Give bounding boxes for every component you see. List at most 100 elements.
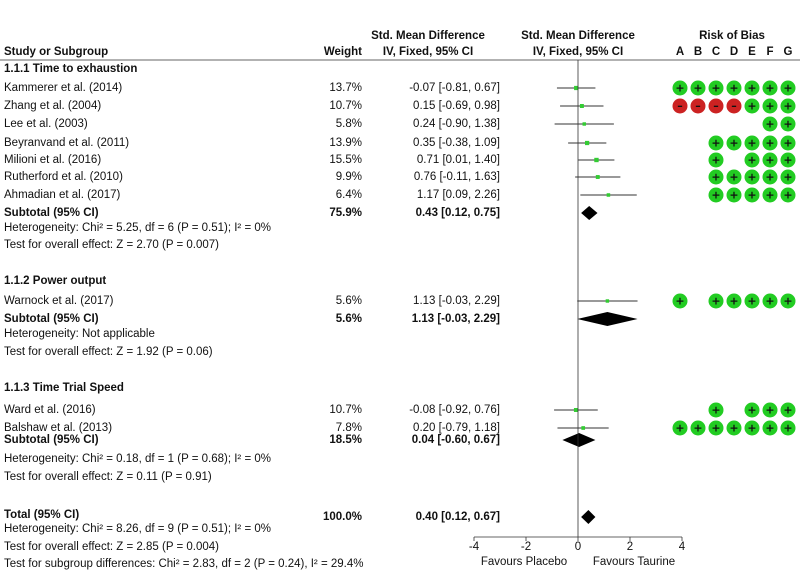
low-risk-icon: [780, 420, 796, 436]
study-name: Warnock et al. (2017): [4, 295, 114, 307]
risk-symbol: +: [765, 118, 774, 131]
subtotal-diamond: [577, 312, 638, 326]
risk-symbol: +: [729, 295, 738, 308]
study-ci-text: 1.17 [0.09, 2.26]: [416, 189, 500, 201]
high-risk-icon: [708, 98, 724, 114]
subtotal-weight: 75.9%: [329, 207, 362, 219]
subtotal-label: Subtotal (95% CI): [4, 434, 99, 446]
plot-header-bottom: IV, Fixed, 95% CI: [532, 46, 624, 58]
risk-symbol: +: [711, 295, 720, 308]
low-risk-icon: [690, 80, 706, 96]
risk-symbol: +: [711, 171, 720, 184]
risk-symbol: +: [765, 82, 774, 95]
effect-marker: [605, 299, 610, 303]
rob-letter-D: D: [729, 46, 739, 58]
low-risk-icon: [762, 402, 778, 418]
subgroup-differences: Test for subgroup differences: Chi² = 2.…: [4, 558, 364, 570]
low-risk-icon: [672, 293, 688, 309]
study-name: Rutherford et al. (2010): [4, 171, 123, 183]
low-risk-icon: [762, 80, 778, 96]
subgroup-title: 1.1.2 Power output: [4, 275, 107, 287]
risk-symbol: +: [729, 82, 738, 95]
high-risk-icon: [726, 98, 742, 114]
low-risk-icon: [708, 169, 724, 185]
risk-symbol: +: [729, 189, 738, 202]
risk-symbol: +: [747, 422, 756, 435]
low-risk-icon: [726, 187, 742, 203]
high-risk-icon: [690, 98, 706, 114]
low-risk-icon: [726, 135, 742, 151]
risk-symbol: +: [783, 137, 792, 150]
low-risk-icon: [780, 169, 796, 185]
study-weight: 6.4%: [335, 189, 362, 201]
risk-symbol: +: [711, 82, 720, 95]
subtotal-label: Subtotal (95% CI): [4, 313, 99, 325]
total-heterogeneity: Heterogeneity: Chi² = 8.26, df = 9 (P = …: [4, 523, 271, 535]
study-ci-text: 0.76 [-0.11, 1.63]: [413, 171, 500, 183]
heterogeneity-text: Heterogeneity: Not applicable: [4, 328, 155, 340]
study-ci-text: -0.08 [-0.92, 0.76]: [409, 404, 500, 416]
total-weight: 100.0%: [322, 511, 362, 523]
subtotal-ci-text: 1.13 [-0.03, 2.29]: [411, 313, 500, 325]
effect-marker: [582, 122, 586, 126]
study-weight: 5.8%: [335, 118, 362, 130]
study-weight: 10.7%: [329, 100, 362, 112]
low-risk-icon: [744, 187, 760, 203]
study-ci-text: -0.07 [-0.81, 0.67]: [409, 82, 500, 94]
subtotal-diamond: [581, 206, 598, 220]
smd-header-bottom: IV, Fixed, 95% CI: [382, 46, 474, 58]
low-risk-icon: [780, 80, 796, 96]
study-name: Zhang et al. (2004): [4, 100, 102, 112]
study-ci-text: 0.24 [-0.90, 1.38]: [413, 118, 500, 130]
low-risk-icon: [744, 293, 760, 309]
low-risk-icon: [726, 420, 742, 436]
rob-header-top: Risk of Bias: [699, 30, 765, 42]
study-ci-text: 0.15 [-0.69, 0.98]: [413, 100, 500, 112]
x-tick-label: 0: [574, 541, 582, 553]
risk-symbol: +: [729, 137, 738, 150]
x-tick-label: -2: [520, 541, 532, 553]
favours-right-label: Favours Taurine: [592, 556, 676, 568]
overall-effect-text: Test for overall effect: Z = 2.70 (P = 0…: [4, 239, 219, 251]
risk-symbol: +: [765, 100, 774, 113]
low-risk-icon: [762, 98, 778, 114]
low-risk-icon: [780, 152, 796, 168]
low-risk-icon: [762, 152, 778, 168]
overall-effect-text: Test for overall effect: Z = 0.11 (P = 0…: [4, 471, 212, 483]
effect-marker: [579, 104, 584, 108]
low-risk-icon: [708, 293, 724, 309]
risk-symbol: +: [765, 171, 774, 184]
overall-effect-text: Test for overall effect: Z = 1.92 (P = 0…: [4, 346, 213, 358]
x-tick-label: 4: [678, 541, 686, 553]
risk-symbol: +: [693, 82, 702, 95]
study-name: Beyranvand et al. (2011): [4, 137, 130, 149]
risk-symbol: +: [783, 118, 792, 131]
rob-letter-F: F: [766, 46, 774, 58]
low-risk-icon: [762, 187, 778, 203]
risk-symbol: +: [675, 295, 684, 308]
subtotal-weight: 18.5%: [329, 434, 362, 446]
low-risk-icon: [780, 135, 796, 151]
risk-symbol: +: [675, 82, 684, 95]
risk-symbol: +: [765, 154, 774, 167]
low-risk-icon: [708, 152, 724, 168]
rob-letter-G: G: [783, 46, 793, 58]
study-weight: 15.5%: [329, 154, 362, 166]
low-risk-icon: [726, 293, 742, 309]
weight-header: Weight: [323, 46, 362, 58]
low-risk-icon: [672, 420, 688, 436]
low-risk-icon: [780, 116, 796, 132]
high-risk-icon: [672, 98, 688, 114]
risk-symbol: +: [711, 154, 720, 167]
risk-symbol: +: [765, 295, 774, 308]
rob-letter-E: E: [748, 46, 756, 58]
rob-letter-C: C: [711, 46, 721, 58]
study-weight: 7.8%: [335, 422, 362, 434]
risk-symbol: –: [713, 100, 719, 113]
low-risk-icon: [744, 169, 760, 185]
low-risk-icon: [762, 135, 778, 151]
low-risk-icon: [744, 135, 760, 151]
low-risk-icon: [744, 152, 760, 168]
favours-left-label: Favours Placebo: [480, 556, 568, 568]
